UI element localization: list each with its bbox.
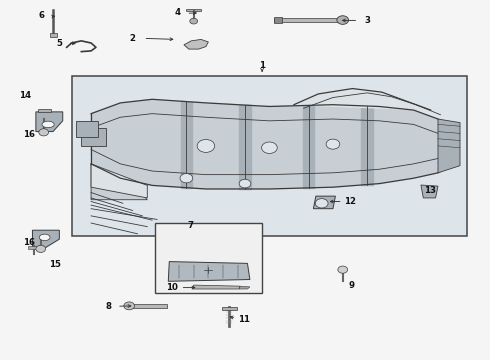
Text: 9: 9 xyxy=(348,281,355,290)
Text: 7: 7 xyxy=(187,221,194,230)
Bar xyxy=(72,76,467,235)
Polygon shape xyxy=(421,185,438,198)
Polygon shape xyxy=(91,164,147,198)
Text: 16: 16 xyxy=(23,130,35,139)
Polygon shape xyxy=(91,164,147,200)
Text: 2: 2 xyxy=(130,34,136,43)
Polygon shape xyxy=(36,112,63,132)
Polygon shape xyxy=(91,99,453,189)
Circle shape xyxy=(36,245,46,252)
Circle shape xyxy=(180,174,193,183)
Text: 11: 11 xyxy=(238,315,250,324)
Text: 3: 3 xyxy=(364,16,370,25)
Polygon shape xyxy=(76,121,98,137)
Ellipse shape xyxy=(39,234,50,240)
Polygon shape xyxy=(193,285,240,289)
Polygon shape xyxy=(168,262,250,281)
Circle shape xyxy=(197,139,215,152)
Polygon shape xyxy=(239,105,251,189)
Polygon shape xyxy=(274,18,343,22)
Circle shape xyxy=(326,139,340,149)
Text: 14: 14 xyxy=(19,91,31,100)
Text: 4: 4 xyxy=(174,8,181,17)
Text: 5: 5 xyxy=(56,39,62,48)
Circle shape xyxy=(337,16,348,24)
Polygon shape xyxy=(221,307,237,310)
Text: 13: 13 xyxy=(424,186,436,195)
Ellipse shape xyxy=(42,121,54,128)
Circle shape xyxy=(262,142,277,153)
Text: 12: 12 xyxy=(344,197,356,206)
Polygon shape xyxy=(81,128,106,146)
Polygon shape xyxy=(438,119,460,173)
Text: 8: 8 xyxy=(105,302,111,311)
Polygon shape xyxy=(184,40,208,49)
Polygon shape xyxy=(49,33,57,37)
Text: 1: 1 xyxy=(259,61,265,70)
Circle shape xyxy=(338,266,347,273)
Circle shape xyxy=(239,179,251,188)
Polygon shape xyxy=(38,109,50,112)
Polygon shape xyxy=(361,106,373,185)
Text: 10: 10 xyxy=(166,283,178,292)
Polygon shape xyxy=(180,102,192,188)
Polygon shape xyxy=(274,17,282,23)
Polygon shape xyxy=(239,286,250,289)
Polygon shape xyxy=(186,9,201,12)
Text: 15: 15 xyxy=(49,260,61,269)
Text: 16: 16 xyxy=(23,238,35,247)
Circle shape xyxy=(316,199,328,208)
Circle shape xyxy=(39,129,49,136)
Circle shape xyxy=(124,302,135,310)
Circle shape xyxy=(201,265,215,275)
Polygon shape xyxy=(130,304,167,308)
Polygon shape xyxy=(27,246,41,249)
Text: 6: 6 xyxy=(38,11,44,20)
Bar xyxy=(155,223,262,293)
Polygon shape xyxy=(303,105,315,188)
Circle shape xyxy=(190,18,197,24)
Polygon shape xyxy=(32,230,59,248)
Polygon shape xyxy=(294,89,431,110)
Polygon shape xyxy=(314,196,335,209)
